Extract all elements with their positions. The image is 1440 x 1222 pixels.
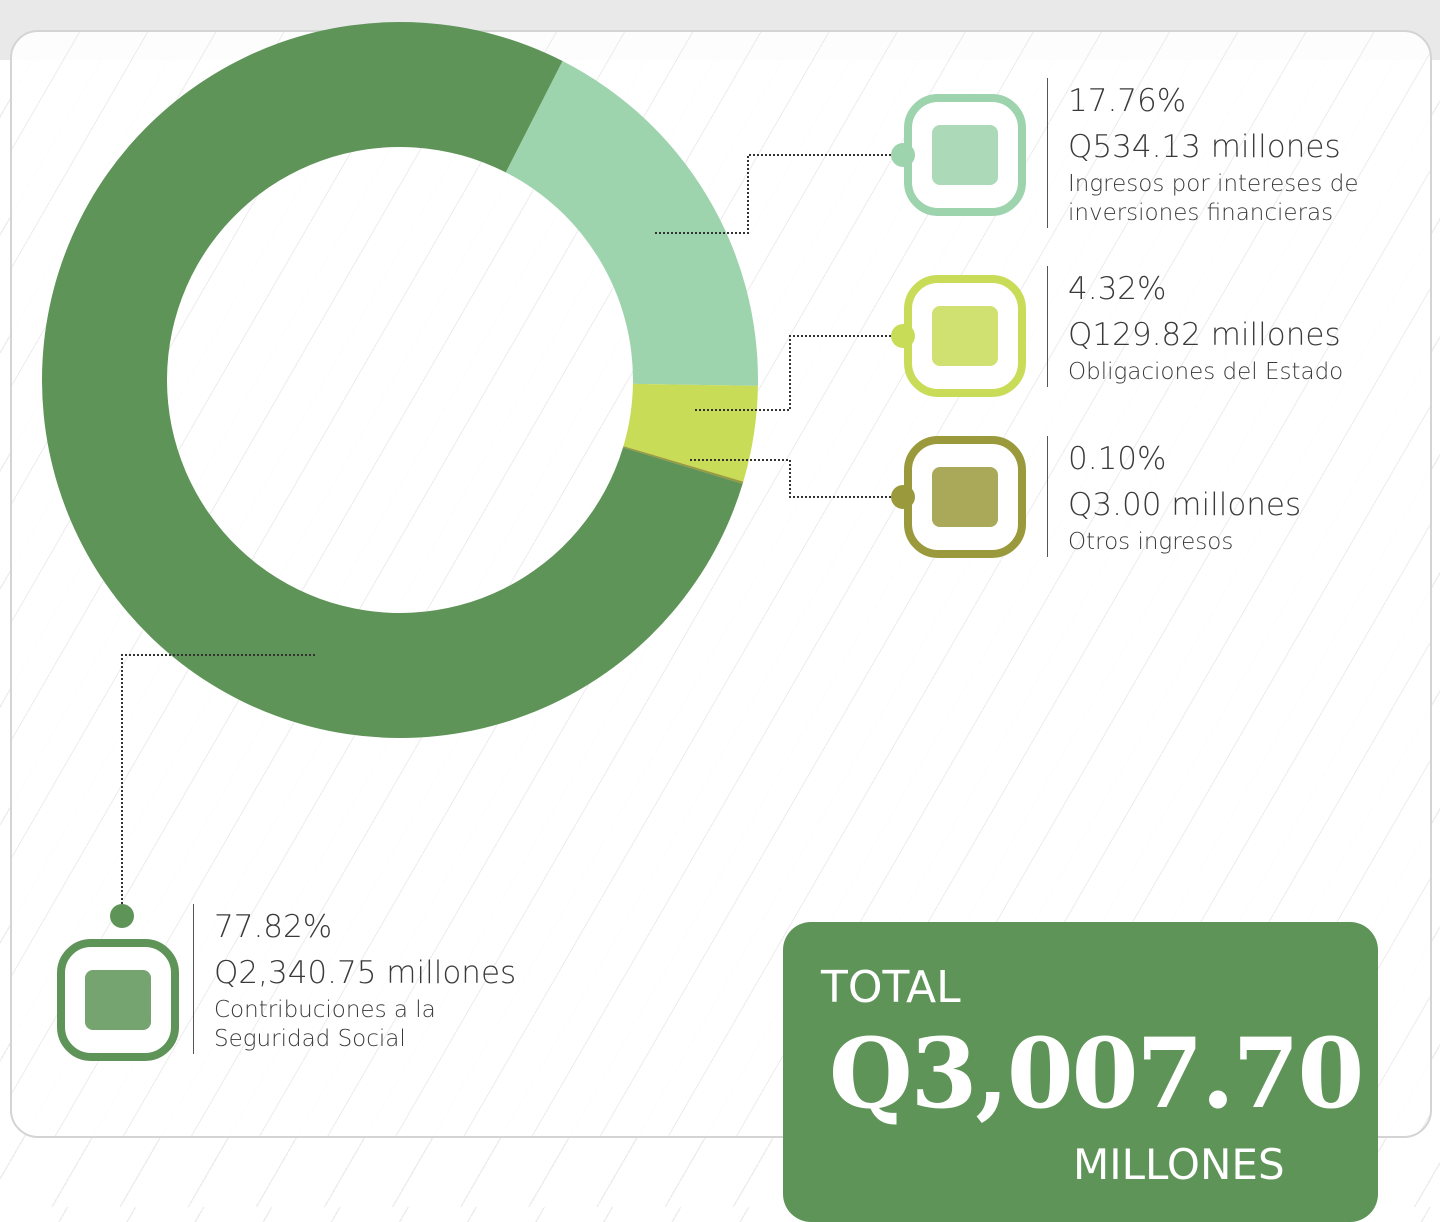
connector xyxy=(690,459,893,498)
icon-dot xyxy=(110,904,134,928)
icon-inner xyxy=(85,970,151,1030)
donut-segment xyxy=(505,61,758,386)
connector xyxy=(695,335,893,411)
donut-segment xyxy=(623,383,758,482)
percent-label: 0.10% xyxy=(1068,441,1167,477)
percent-label: 17.76% xyxy=(1068,83,1187,119)
icon-inner xyxy=(932,306,998,366)
icon-dot xyxy=(891,143,915,167)
category-label: Ingresos por intereses de inversiones fi… xyxy=(1068,171,1359,226)
callout: 17.76% Q534.13 millones Ingresos por inter… xyxy=(1047,78,1388,228)
amount-label: Q534.13 millones xyxy=(1068,129,1341,165)
icon-inner xyxy=(932,125,998,185)
category-label: Contribuciones a la Seguridad Social xyxy=(214,997,436,1052)
callout: 77.82% Q2,340.75 millones Contribuciones a… xyxy=(193,904,517,1054)
icon-dot xyxy=(891,485,915,509)
amount-label: Q3.00 millones xyxy=(1068,487,1302,523)
amount-label: Q129.82 millones xyxy=(1068,317,1341,353)
percent-label: 4.32% xyxy=(1068,271,1167,307)
icon-dot xyxy=(891,324,915,348)
total-label: TOTAL xyxy=(821,962,961,1013)
connector xyxy=(655,154,893,234)
category-label: Obligaciones del Estado xyxy=(1068,359,1344,385)
connector xyxy=(121,654,315,912)
amount-label: Q2,340.75 millones xyxy=(214,955,517,991)
donut-segment xyxy=(622,446,744,484)
total-value: Q3,007.70 xyxy=(829,1017,1364,1130)
category-label: Otros ingresos xyxy=(1068,529,1234,555)
donut-segment xyxy=(41,21,743,738)
total-unit: MILLONES xyxy=(1073,1140,1285,1189)
total-box: TOTAL Q3,007.70 MILLONES xyxy=(783,922,1378,1222)
percent-label: 77.82% xyxy=(214,909,333,945)
icon-inner xyxy=(932,467,998,527)
callout: 4.32% Q129.82 millones Obligaciones del Es… xyxy=(1047,266,1408,387)
callout: 0.10% Q3.00 millones Otros ingresos xyxy=(1047,436,1408,557)
